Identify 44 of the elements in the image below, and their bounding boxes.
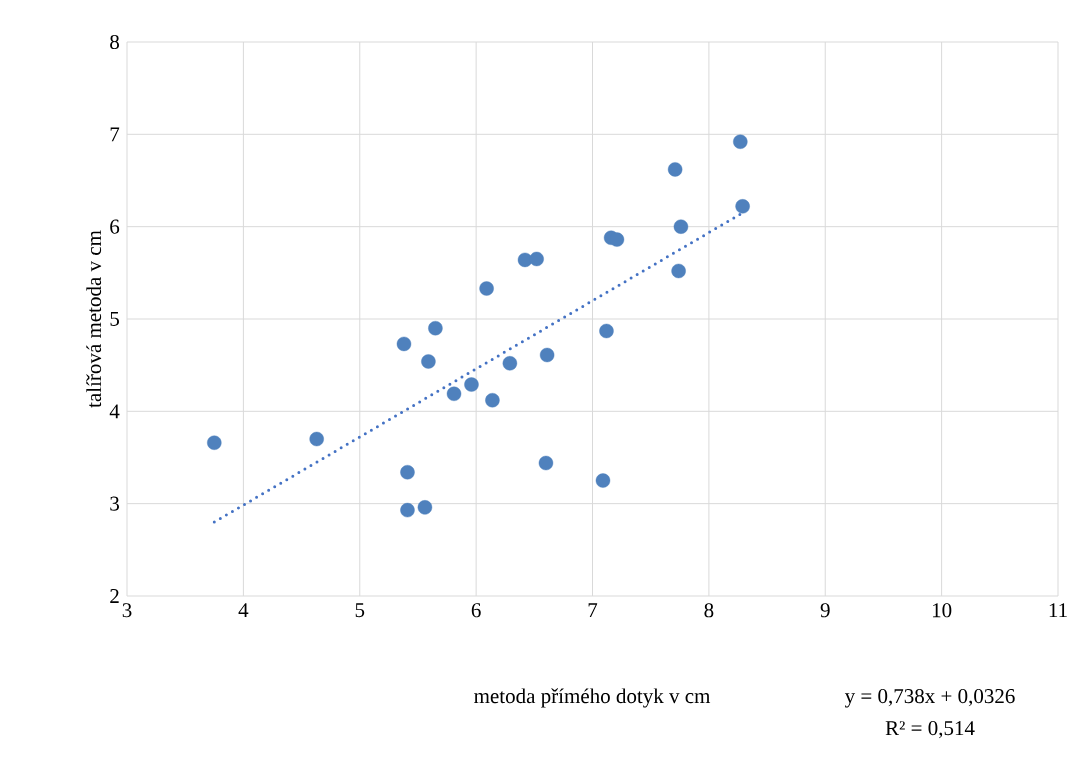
text: R² = 0,514 <box>885 721 975 739</box>
text: y = 0,738x + 0,0326 <box>844 689 1015 708</box>
x-tick-label: 5 <box>355 603 365 618</box>
x-tick-label: 8 <box>704 603 714 618</box>
x-tick-label: 9 <box>820 603 830 618</box>
x-tick-label: 11 <box>1049 603 1067 618</box>
y-tick-label: 3 <box>110 496 119 511</box>
point <box>485 393 500 408</box>
y-tick-label: 7 <box>110 127 120 142</box>
point <box>609 232 625 247</box>
point <box>595 473 611 488</box>
y-tick-label: 2 <box>110 589 119 603</box>
x-tick-label: 10 <box>932 603 952 618</box>
point <box>671 263 686 279</box>
point <box>400 502 415 518</box>
point <box>309 431 324 447</box>
y-axis-title: talířová metoda v cm <box>86 230 102 408</box>
point <box>539 347 555 363</box>
y-tick-label: 8 <box>110 34 120 50</box>
x-axis-title: metoda přímého dotyk v cm <box>474 688 711 708</box>
point <box>502 356 518 371</box>
point <box>396 336 412 352</box>
point <box>529 251 544 267</box>
x-tick-label: 3 <box>122 603 132 618</box>
x-tick-label: 6 <box>471 603 481 618</box>
point <box>673 219 689 234</box>
point <box>421 354 436 369</box>
x-tick-label: 7 <box>588 603 598 617</box>
point <box>400 465 415 480</box>
point <box>446 386 462 401</box>
y-tick-label: 5 <box>110 312 119 326</box>
x-tick-label: 4 <box>238 603 249 618</box>
point <box>735 199 750 214</box>
point <box>599 323 614 339</box>
point <box>207 435 222 450</box>
y-tick-label: 6 <box>110 219 120 234</box>
point <box>428 321 443 336</box>
point <box>733 134 748 149</box>
point <box>479 281 494 296</box>
point <box>464 377 479 392</box>
point <box>417 500 433 515</box>
point <box>667 162 683 177</box>
point <box>538 455 554 471</box>
y-tick-label: 4 <box>109 404 120 419</box>
